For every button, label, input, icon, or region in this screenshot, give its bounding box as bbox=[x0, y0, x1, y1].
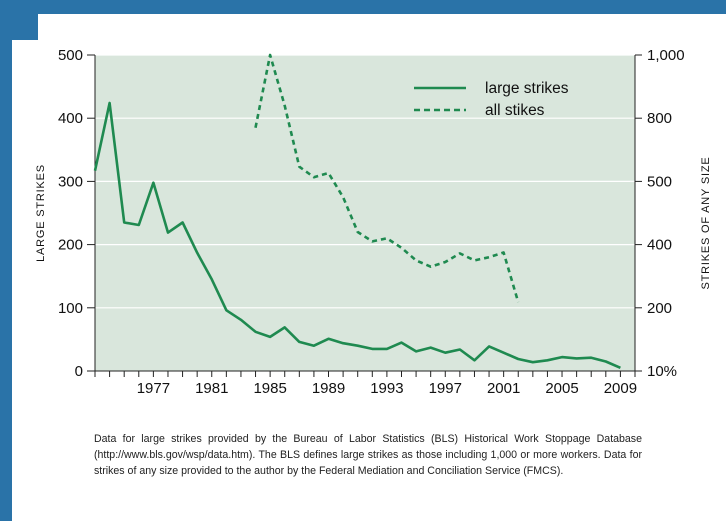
frame-corner-block bbox=[12, 14, 38, 40]
x-tick-label-1997: 1997 bbox=[429, 380, 462, 397]
left-tick-label-500: 500 bbox=[58, 47, 83, 64]
x-tick-label-1993: 1993 bbox=[370, 380, 403, 397]
frame-top-bar bbox=[0, 0, 726, 14]
x-tick-label-2005: 2005 bbox=[545, 380, 578, 397]
x-tick-label-1981: 1981 bbox=[195, 380, 228, 397]
x-tick-label-2001: 2001 bbox=[487, 380, 520, 397]
left-tick-label-100: 100 bbox=[58, 300, 83, 317]
legend-label-1: all stikes bbox=[485, 102, 545, 119]
chart-caption: Data for large strikes provided by the B… bbox=[94, 433, 642, 477]
series-line-all-strikes bbox=[254, 53, 520, 303]
left-tick-label-400: 400 bbox=[58, 110, 83, 127]
x-tick-label-1977: 1977 bbox=[137, 380, 170, 397]
left-tick-label-300: 300 bbox=[58, 173, 83, 190]
right-tick-label-2: 400 bbox=[647, 237, 672, 254]
right-tick-label-0: 10% bbox=[647, 363, 677, 380]
right-tick-label-5: 1,000 bbox=[647, 47, 685, 64]
frame-left-bar bbox=[0, 0, 12, 521]
series-line-large-strikes bbox=[93, 101, 621, 369]
strikes-chart: 0 100 200 300 400 500 10% 200 400 500 800 1,000 1977… bbox=[35, 47, 712, 397]
legend-label-0: large strikes bbox=[485, 80, 569, 97]
left-tick-label-200: 200 bbox=[58, 237, 83, 254]
left-tick-label-0: 0 bbox=[75, 363, 83, 380]
left-axis-title: LARGE STRIKES bbox=[35, 164, 47, 262]
right-tick-label-1: 200 bbox=[647, 300, 672, 317]
right-tick-label-3: 500 bbox=[647, 173, 672, 190]
plot-background bbox=[95, 55, 635, 371]
x-tick-label-1985: 1985 bbox=[253, 380, 286, 397]
x-tick-label-2009: 2009 bbox=[604, 380, 637, 397]
right-axis-title: STRIKES OF ANY SIZE bbox=[700, 157, 712, 290]
x-tick-label-1989: 1989 bbox=[312, 380, 345, 397]
right-tick-label-4: 800 bbox=[647, 110, 672, 127]
